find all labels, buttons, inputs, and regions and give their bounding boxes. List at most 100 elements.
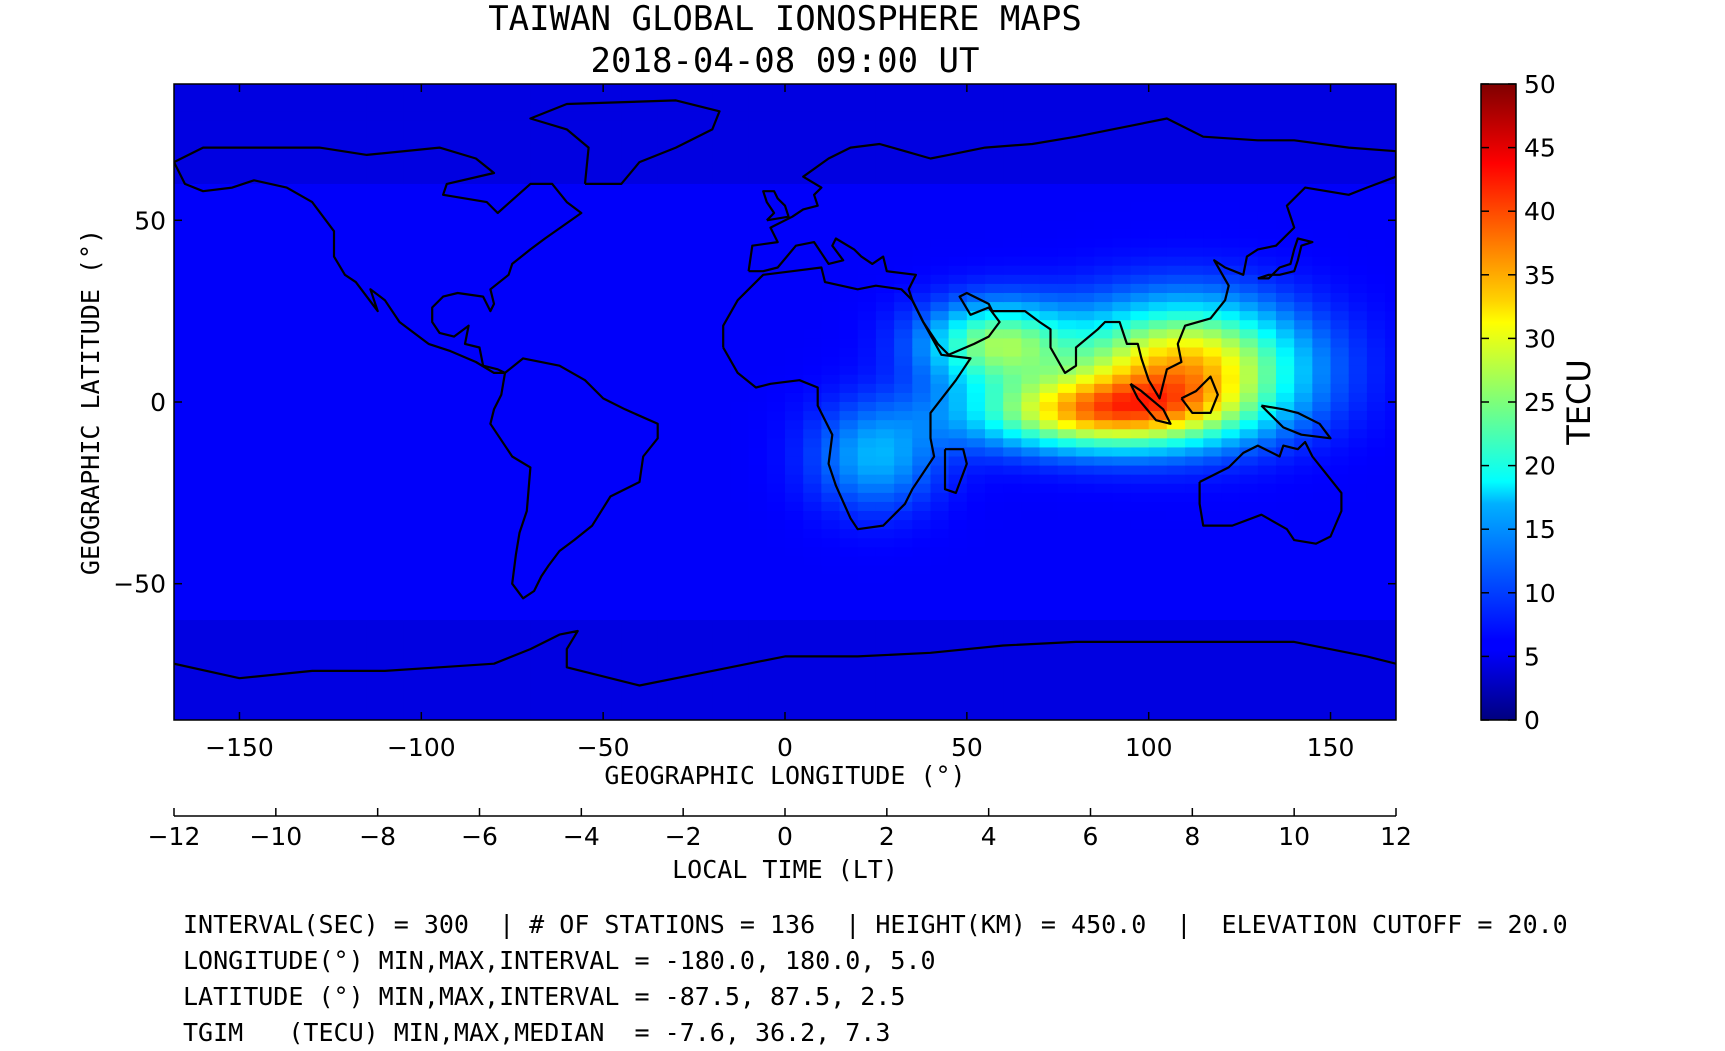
heatmap-cell (130, 84, 149, 94)
heatmap-cell (1094, 238, 1113, 248)
heatmap-cell (949, 102, 968, 112)
heatmap-cell (1276, 620, 1295, 630)
heatmap-cell (1076, 211, 1095, 221)
heatmap-cell (1112, 556, 1131, 566)
heatmap-cell (1258, 566, 1277, 576)
heatmap-cell (1276, 329, 1295, 339)
heatmap-cell (676, 529, 695, 539)
heatmap-cell (439, 102, 458, 112)
heatmap-cell (1403, 366, 1422, 376)
heatmap-cell (894, 429, 913, 439)
heatmap-cell (1203, 211, 1222, 221)
heatmap-cell (912, 611, 931, 621)
heatmap-cell (1331, 602, 1350, 612)
heatmap-cell (1203, 93, 1222, 103)
heatmap-cell (712, 402, 731, 412)
heatmap-cell (530, 293, 549, 303)
heatmap-cell (603, 384, 622, 394)
heatmap-cell (985, 684, 1004, 694)
heatmap-cell (258, 438, 277, 448)
heatmap-cell (1167, 347, 1186, 357)
heatmap-cell (1258, 166, 1277, 176)
heatmap-cell (585, 438, 604, 448)
heatmap-cell (458, 647, 477, 657)
heatmap-cell (167, 556, 186, 566)
heatmap-cell (258, 102, 277, 112)
heatmap-cell (1349, 575, 1368, 585)
heatmap-cell (876, 320, 895, 330)
heatmap-cell (1258, 175, 1277, 185)
heatmap-cell (239, 229, 258, 239)
heatmap-cell (785, 320, 804, 330)
heatmap-cell (1367, 484, 1386, 494)
heatmap-cell (1331, 248, 1350, 258)
heatmap-cell (1240, 93, 1259, 103)
heatmap-cell (967, 629, 986, 639)
heatmap-cell (330, 193, 349, 203)
heatmap-cell (1331, 702, 1350, 712)
heatmap-cell (1349, 375, 1368, 385)
heatmap-cell (385, 420, 404, 430)
heatmap-cell (221, 302, 240, 312)
heatmap-cell (330, 675, 349, 685)
heatmap-cell (1076, 93, 1095, 103)
heatmap-cell (149, 248, 168, 258)
heatmap-cell (930, 84, 949, 94)
heatmap-cell (1276, 566, 1295, 576)
heatmap-cell (676, 402, 695, 412)
heatmap-cell (803, 284, 822, 294)
heatmap-cell (385, 238, 404, 248)
heatmap-cell (658, 547, 677, 557)
heatmap-cell (530, 257, 549, 267)
heatmap-cell (130, 93, 149, 103)
heatmap-cell (767, 102, 786, 112)
heatmap-cell (349, 611, 368, 621)
heatmap-cell (185, 229, 204, 239)
heatmap-cell (330, 493, 349, 503)
heatmap-cell (1094, 629, 1113, 639)
heatmap-cell (1385, 347, 1404, 357)
heatmap-cell (1058, 257, 1077, 267)
heatmap-cell (203, 457, 222, 467)
heatmap-cell (603, 320, 622, 330)
heatmap-cell (385, 656, 404, 666)
heatmap-cell (1149, 193, 1168, 203)
heatmap-cell (476, 184, 495, 194)
heatmap-cell (858, 429, 877, 439)
heatmap-cell (421, 466, 440, 476)
heatmap-cell (203, 120, 222, 130)
heatmap-cell (330, 711, 349, 721)
heatmap-cell (876, 84, 895, 94)
heatmap-cell (858, 384, 877, 394)
heatmap-cell (876, 629, 895, 639)
heatmap-cell (567, 311, 586, 321)
heatmap-cell (149, 466, 168, 476)
heatmap-cell (1003, 284, 1022, 294)
heatmap-cell (894, 375, 913, 385)
heatmap-cell (549, 475, 568, 485)
heatmap-cell (749, 202, 768, 212)
heatmap-cell (930, 611, 949, 621)
heatmap-cell (1149, 675, 1168, 685)
heatmap-cell (1294, 120, 1313, 130)
heatmap-cell (1221, 329, 1240, 339)
heatmap-cell (1185, 184, 1204, 194)
heatmap-cell (930, 438, 949, 448)
heatmap-cell (640, 139, 659, 149)
heatmap-cell (458, 202, 477, 212)
heatmap-cell (840, 302, 859, 312)
heatmap-cell (530, 684, 549, 694)
heatmap-cell (1058, 438, 1077, 448)
heatmap-cell (203, 675, 222, 685)
heatmap-cell (458, 275, 477, 285)
heatmap-cell (803, 338, 822, 348)
heatmap-cell (821, 175, 840, 185)
heatmap-cell (1040, 111, 1059, 121)
heatmap-cell (239, 357, 258, 367)
heatmap-cell (1312, 248, 1331, 258)
heatmap-cell (785, 357, 804, 367)
heatmap-cell (1167, 493, 1186, 503)
heatmap-cell (1367, 420, 1386, 430)
heatmap-cell (458, 139, 477, 149)
heatmap-cell (1003, 611, 1022, 621)
